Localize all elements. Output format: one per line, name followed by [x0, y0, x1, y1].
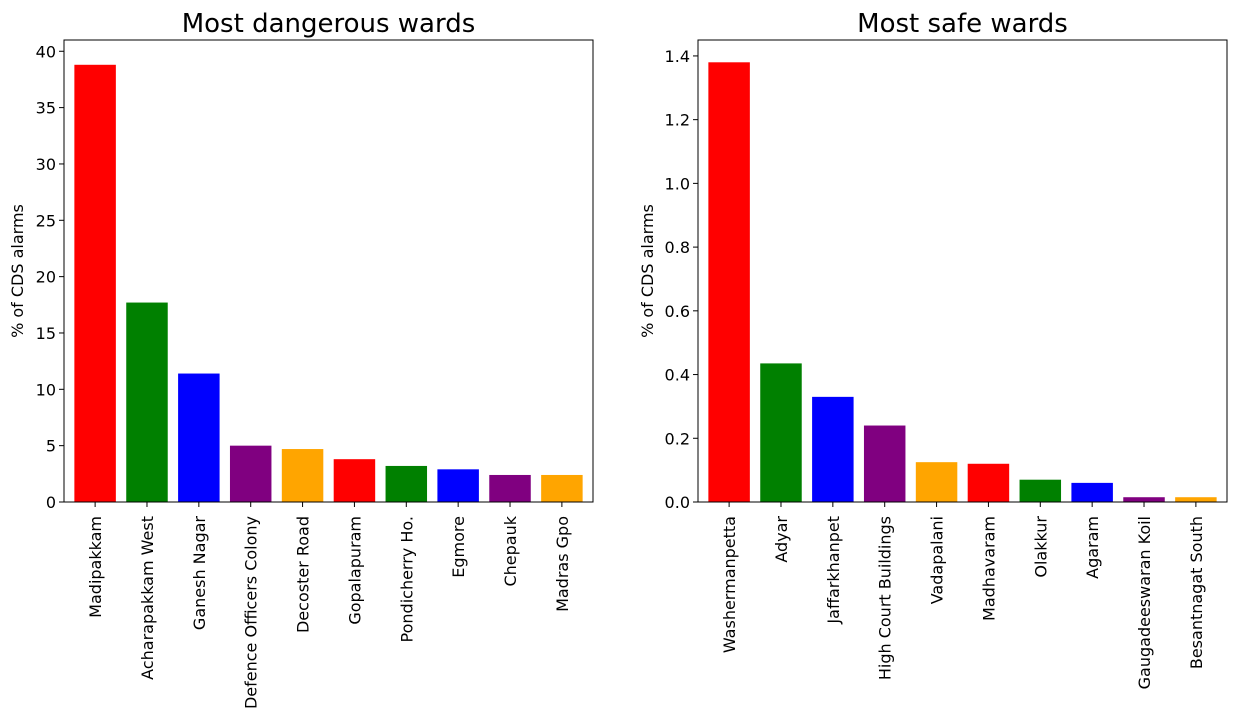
plot-frame: [697, 39, 1228, 503]
bar-ganesh-nagar: [178, 373, 220, 502]
x-tick-label: Besantnagat South: [1187, 516, 1206, 669]
x-tick-label: High Court Buildings: [876, 516, 895, 680]
x-tick-label: Acharapakkam West: [138, 516, 157, 680]
x-tick-label: Madipakkam: [86, 516, 105, 618]
x-tick-label: Olakkur: [1031, 516, 1050, 578]
x-tick-label: Gopalapuram: [345, 516, 364, 625]
bar-chepauk: [489, 474, 531, 502]
y-axis-label: % of CDS alarms: [8, 204, 27, 338]
x-tick-label: Decoster Road: [294, 516, 313, 633]
bar-defence-officers-colony: [229, 445, 272, 502]
bar-madras-gpo: [541, 474, 583, 502]
y-tick-label: 0.0: [665, 493, 690, 512]
y-tick-label: 25: [36, 211, 56, 230]
x-tick-label: Pondicherry Ho.: [397, 516, 416, 642]
bars: [708, 62, 1217, 503]
x-tick-label: Chepauk: [501, 515, 520, 586]
y-tick-label: 35: [36, 99, 56, 118]
x-tick-label: Jaffarkhanpet: [824, 516, 843, 625]
x-axis-ticks: Washermanpetta Adyar Jaffarkhanpet High Cou…: [720, 502, 1206, 689]
bar-high-court-buildings: [863, 425, 906, 502]
bar-madhavaram: [967, 463, 1010, 502]
bar-jaffarkhanpet: [812, 396, 854, 502]
x-tick-label: Vadapalani: [928, 516, 947, 604]
y-tick-label: 40: [36, 42, 56, 61]
bar-vadapalani: [915, 462, 958, 502]
bar-agaram: [1071, 482, 1113, 502]
bar-adyar: [760, 363, 802, 502]
x-tick-label: Madras Gpo: [553, 516, 572, 612]
bar-besantnagat-south: [1175, 497, 1217, 502]
y-tick-label: 20: [36, 268, 56, 287]
y-tick-label: 5: [46, 437, 56, 456]
y-tick-label: 1.0: [665, 174, 690, 193]
chart-most-safe-wards: Most safe wards % of CDS alarms 0.00.20.…: [638, 9, 1228, 689]
bar-acharapakkam-west: [126, 302, 168, 502]
x-tick-label: Defence Officers Colony: [242, 516, 261, 709]
x-axis-ticks: Madipakkam Acharapakkam West Ganesh Nagar D…: [86, 502, 572, 709]
bar-olakkur: [1019, 479, 1062, 502]
y-tick-label: 0.8: [665, 238, 690, 257]
bar-gopalapuram: [333, 459, 376, 502]
chart-title: Most dangerous wards: [182, 9, 476, 39]
y-tick-label: 30: [36, 155, 56, 174]
y-tick-label: 0: [46, 493, 56, 512]
chart-title: Most safe wards: [857, 9, 1068, 39]
bar-decoster-road: [281, 449, 324, 502]
bar-egmore: [437, 469, 479, 502]
x-tick-label: Washermanpetta: [720, 516, 739, 653]
y-axis-ticks: 0.0 0.2 0.4 0.6 0.8 1.0 1.2 1.4: [665, 47, 698, 512]
x-tick-label: Madhavaram: [979, 516, 998, 621]
bar-pondicherry-ho: [385, 465, 428, 502]
y-axis-label: % of CDS alarms: [638, 204, 657, 338]
x-tick-label: Ganesh Nagar: [190, 516, 209, 630]
y-axis-ticks: 0 5 10 15 20 25 30 35 40: [36, 42, 64, 512]
x-tick-label: Gaugadeeswaran Koil: [1135, 516, 1154, 689]
bar-gaugadeeswaran-koil: [1123, 497, 1165, 502]
bar-washermanpetta: [708, 62, 750, 503]
chart-most-dangerous-wards: Most dangerous wards % of CDS alarms 0 5 1…: [8, 9, 594, 709]
y-tick-label: 10: [36, 380, 56, 399]
y-tick-label: 0.2: [665, 429, 690, 448]
y-tick-label: 1.4: [665, 47, 690, 66]
y-tick-label: 1.2: [665, 111, 690, 130]
plot-frame: [63, 39, 594, 503]
x-tick-label: Adyar: [772, 516, 791, 563]
bar-madipakkam: [74, 64, 116, 502]
y-tick-label: 0.6: [665, 302, 690, 321]
x-tick-label: Egmore: [449, 516, 468, 578]
bars: [74, 64, 583, 502]
x-tick-label: Agaram: [1083, 516, 1102, 579]
y-tick-label: 15: [36, 324, 56, 343]
y-tick-label: 0.4: [665, 366, 690, 385]
